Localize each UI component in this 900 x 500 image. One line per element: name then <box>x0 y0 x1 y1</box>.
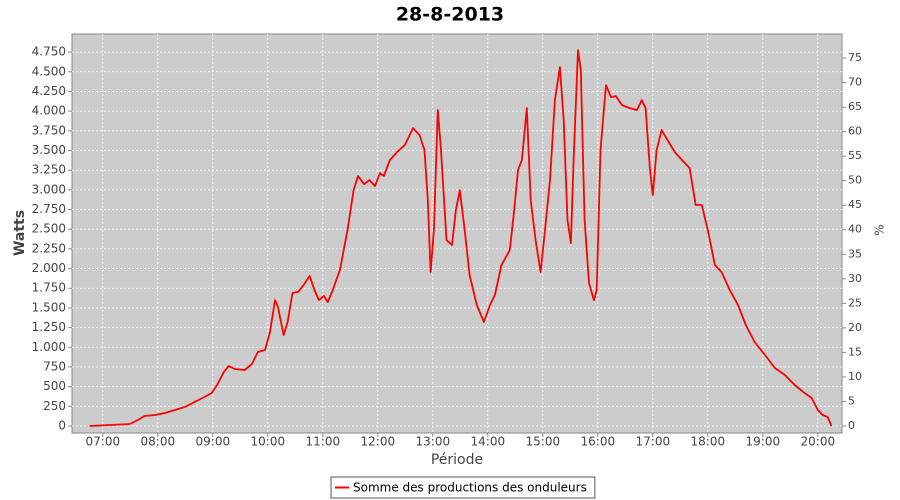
x-tick-label: 20:00 <box>801 435 836 449</box>
x-tick-label: 08:00 <box>141 435 176 449</box>
x-tick-label: 10:00 <box>251 435 286 449</box>
y2-tick-label: 10 <box>848 370 862 383</box>
y2-tick-label: 20 <box>848 321 862 334</box>
legend-box <box>330 476 596 499</box>
y-tick-label: 4.750 <box>32 45 66 59</box>
x-tick-label: 12:00 <box>361 435 396 449</box>
x-axis-label: Période <box>431 452 483 468</box>
y2-tick-label: 40 <box>848 223 862 236</box>
y-axis-label: Watts <box>12 210 28 256</box>
x-tick-label: 16:00 <box>581 435 616 449</box>
data-line <box>89 49 833 427</box>
y-tick-label: 3.250 <box>32 163 66 177</box>
y-tick-label: 2.500 <box>32 222 66 236</box>
y-tick-label: 4.000 <box>32 104 66 118</box>
y-tick-label: 1.750 <box>32 281 66 295</box>
x-tick-label: 09:00 <box>196 435 231 449</box>
y2-tick-label: 25 <box>848 296 862 309</box>
y2-tick-label: 65 <box>848 100 862 113</box>
x-tick-label: 11:00 <box>306 435 341 449</box>
y-tick-label: 3.750 <box>32 123 66 137</box>
y2-tick-label: 30 <box>848 272 862 285</box>
x-tick-label: 19:00 <box>746 435 781 449</box>
y-tick-label: 2.250 <box>32 241 66 255</box>
y-tick-label: 3.500 <box>32 143 66 157</box>
x-tick-label: 17:00 <box>636 435 671 449</box>
y2-tick-label: 50 <box>848 174 862 187</box>
y2-tick-label: 70 <box>848 76 862 89</box>
y-tick-label: 500 <box>43 379 66 393</box>
y-tick-label: 4.500 <box>32 64 66 78</box>
legend-label: Somme des productions des onduleurs <box>353 481 587 495</box>
y2-tick-label: 75 <box>848 51 862 64</box>
y2-tick-label: 45 <box>848 198 862 211</box>
y-tick-label: 1.000 <box>32 340 66 354</box>
y-tick-label: 1.500 <box>32 300 66 314</box>
y-tick-label: 2.750 <box>32 202 66 216</box>
y2-tick-label: 0 <box>848 419 855 432</box>
y-tick-label: 250 <box>43 399 66 413</box>
y2-tick-label: 15 <box>848 345 862 358</box>
y-tick-label: 1.250 <box>32 320 66 334</box>
x-tick-label: 15:00 <box>526 435 561 449</box>
y2-axis-label: % <box>873 224 887 235</box>
x-tick-label: 07:00 <box>86 435 121 449</box>
y2-tick-label: 35 <box>848 247 862 260</box>
y-tick-label: 2.000 <box>32 261 66 275</box>
y-tick-label: 3.000 <box>32 182 66 196</box>
x-tick-label: 18:00 <box>691 435 726 449</box>
y2-tick-label: 60 <box>848 125 862 138</box>
y-tick-label: 0 <box>58 418 66 432</box>
y2-tick-label: 5 <box>848 394 855 407</box>
x-tick-label: 13:00 <box>416 435 451 449</box>
y-tick-label: 4.250 <box>32 84 66 98</box>
x-tick-label: 14:00 <box>471 435 506 449</box>
plot-area <box>71 33 843 434</box>
y2-tick-label: 55 <box>848 149 862 162</box>
chart-title: 28-8-2013 <box>396 4 504 26</box>
y-tick-label: 750 <box>43 359 66 373</box>
